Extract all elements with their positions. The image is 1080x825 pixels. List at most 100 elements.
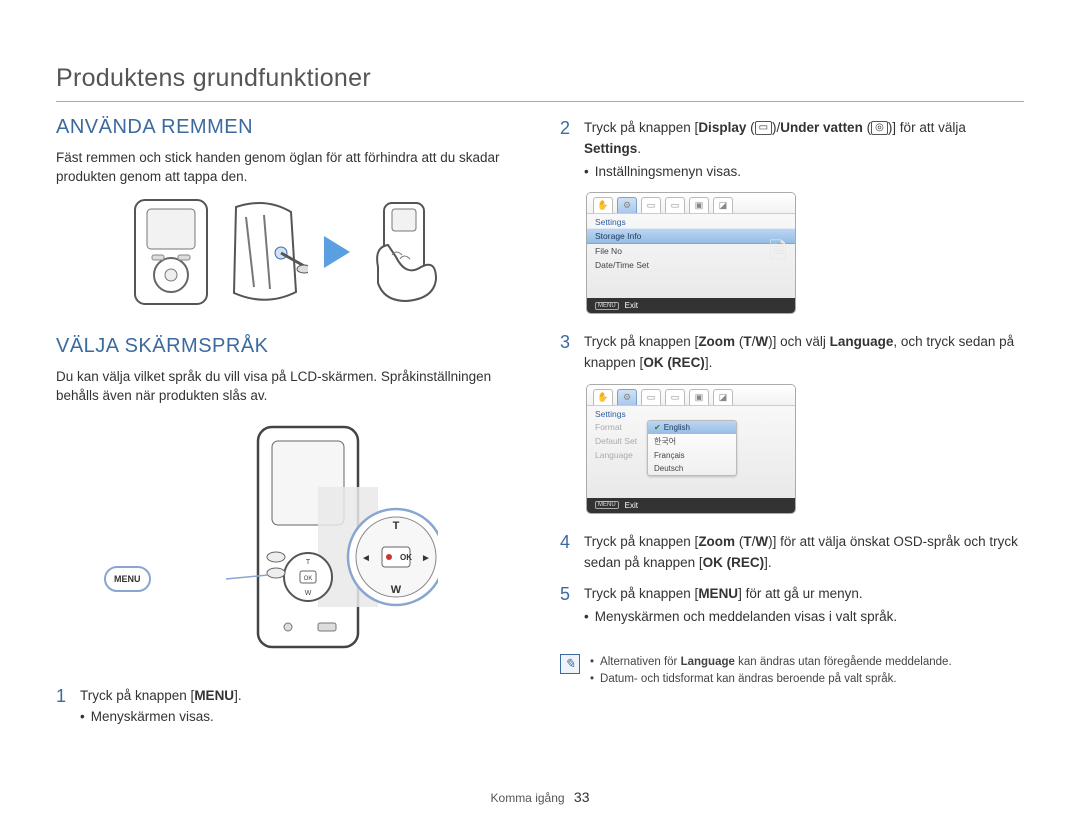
strap-attach-icon <box>226 197 308 307</box>
strap-illustration <box>56 197 520 307</box>
menu-label: MENU <box>698 586 738 601</box>
exit-label: Exit <box>625 301 638 310</box>
hand-camera-icon <box>366 197 444 307</box>
language-intro: Du kan välja vilket språk du vill visa p… <box>56 368 520 406</box>
ui-tab-icon: ▭ <box>641 197 661 213</box>
t: Tryck på knappen [ <box>584 586 698 601</box>
zoom-label: Zoom <box>698 534 735 549</box>
t: Français <box>654 451 685 460</box>
svg-text:◄: ◄ <box>361 553 371 564</box>
exit-label: Exit <box>625 501 638 510</box>
t-label: T <box>743 334 751 349</box>
t: )] för att välja <box>888 120 966 135</box>
t: Menyskärmen och meddelanden visas i valt… <box>595 607 897 627</box>
info-icon: ✎ <box>560 654 580 674</box>
ui-tab-icon: ▭ <box>641 389 661 405</box>
t: ] för att gå ur menyn. <box>738 586 863 601</box>
t: Deutsch <box>654 464 683 473</box>
svg-text:T: T <box>393 520 400 532</box>
ui-submenu-row: Français <box>648 449 736 462</box>
display-label: Display <box>698 120 746 135</box>
watermark-icon: 🗎 <box>769 234 787 272</box>
settings-label: Settings <box>584 141 637 156</box>
t: English <box>664 423 690 432</box>
t: 한국어 <box>654 436 676 447</box>
ui-tabs: ✋ ⚙ ▭ ▭ ▣ ◪ <box>587 385 795 406</box>
step-number: 1 <box>56 686 70 708</box>
note-item: Datum- och tidsformat kan ändras beroend… <box>590 671 952 688</box>
ui-tab-icon: ▭ <box>665 197 685 213</box>
step-5-text: Tryck på knappen [MENU] för att gå ur me… <box>584 584 863 606</box>
step-4-text: Tryck på knappen [Zoom (T/W)] för att vä… <box>584 532 1024 574</box>
t: ]. <box>705 355 713 370</box>
step-1: 1 Tryck på knappen [MENU]. <box>56 686 520 708</box>
svg-text:W: W <box>305 590 312 597</box>
t: Tryck på knappen [ <box>584 534 698 549</box>
t: Menyskärmen visas. <box>91 707 214 727</box>
ok-rec-label: OK (REC) <box>703 555 765 570</box>
svg-text:►: ► <box>421 553 431 564</box>
svg-text:OK: OK <box>304 576 313 582</box>
step-4: 4 Tryck på knappen [Zoom (T/W)] för att … <box>560 532 1024 574</box>
step-2: 2 Tryck på knappen [Display (▭)/Under va… <box>560 118 1024 160</box>
ui-body: Settings Storage Info File No Date/Time … <box>587 214 795 298</box>
divider <box>56 101 1024 102</box>
page-number: 33 <box>574 789 590 805</box>
ui-tab-icon: ▣ <box>689 389 709 405</box>
menu-button-icon: MENU <box>595 501 619 509</box>
left-column: ANVÄNDA REMMEN Fäst remmen och stick han… <box>56 116 520 783</box>
ui-tab-icon: ◪ <box>713 197 733 213</box>
camera-controls-icon: T W OK T W ◄ ► <box>138 417 438 667</box>
ui-screenshot-settings: ✋ ⚙ ▭ ▭ ▣ ◪ Settings Storage Info File N… <box>586 192 796 314</box>
w-label: W <box>755 534 768 549</box>
ok-rec-label: OK (REC) <box>643 355 705 370</box>
svg-text:W: W <box>391 584 402 596</box>
ui-submenu-row: 한국어 <box>648 434 736 449</box>
ui-footer: MENU Exit <box>587 498 795 513</box>
language-label: Language <box>830 334 894 349</box>
t: Inställningsmenyn visas. <box>595 162 741 182</box>
step-number: 3 <box>560 332 574 374</box>
section-title-strap: ANVÄNDA REMMEN <box>56 116 520 139</box>
ui-tabs: ✋ ⚙ ▭ ▭ ▣ ◪ <box>587 193 795 214</box>
svg-text:T: T <box>306 559 311 566</box>
ui-tab-icon: ◪ <box>713 389 733 405</box>
ui-language-submenu: ✔English 한국어 Français Deutsch <box>647 420 737 476</box>
step-2-text: Tryck på knappen [Display (▭)/Under vatt… <box>584 118 1024 160</box>
step-number: 5 <box>560 584 574 606</box>
t: Tryck på knappen [ <box>584 120 698 135</box>
t: . <box>637 141 641 156</box>
t: kan ändras utan föregående meddelande. <box>735 656 952 668</box>
step-3: 3 Tryck på knappen [Zoom (T/W)] och välj… <box>560 332 1024 374</box>
t: Alternativen för <box>600 656 681 668</box>
section-title-language: VÄLJA SKÄRMSPRÅK <box>56 335 520 358</box>
ui-tab-settings-icon: ⚙ <box>617 197 637 213</box>
ui-tab-icon: ▭ <box>665 389 685 405</box>
ui-tab-icon: ▣ <box>689 197 709 213</box>
t: Tryck på knappen [ <box>584 334 698 349</box>
ui-body: Settings Format Default Set Language ✔En… <box>587 406 795 498</box>
ui-section-label: Settings <box>587 406 795 420</box>
ui-tab-icon: ✋ <box>593 197 613 213</box>
t: ]. <box>764 555 772 570</box>
menu-button-icon: MENU <box>595 302 619 310</box>
footer-section: Komma igång <box>491 791 565 805</box>
ui-menu-row: Date/Time Set <box>587 258 795 272</box>
ui-tab-icon: ✋ <box>593 389 613 405</box>
step-number: 4 <box>560 532 574 574</box>
camera-back-icon <box>132 197 210 307</box>
right-column: 2 Tryck på knappen [Display (▭)/Under va… <box>560 116 1024 783</box>
step-number: 2 <box>560 118 574 160</box>
step-3-text: Tryck på knappen [Zoom (T/W)] och välj L… <box>584 332 1024 374</box>
page-footer: Komma igång 33 <box>56 783 1024 805</box>
w-label: W <box>755 334 768 349</box>
svg-text:OK: OK <box>400 553 412 562</box>
language-label: Language <box>681 656 735 668</box>
step-5-bullet: Menyskärmen och meddelanden visas i valt… <box>584 607 1024 627</box>
camera-controls-illustration: MENU T W OK <box>56 412 520 672</box>
step-1-text: Tryck på knappen [MENU]. <box>80 686 242 708</box>
underwater-icon: ◎ <box>871 121 888 135</box>
step-2-bullet: Inställningsmenyn visas. <box>584 162 1024 182</box>
display-icon: ▭ <box>755 121 772 135</box>
step-5: 5 Tryck på knappen [MENU] för att gå ur … <box>560 584 1024 606</box>
